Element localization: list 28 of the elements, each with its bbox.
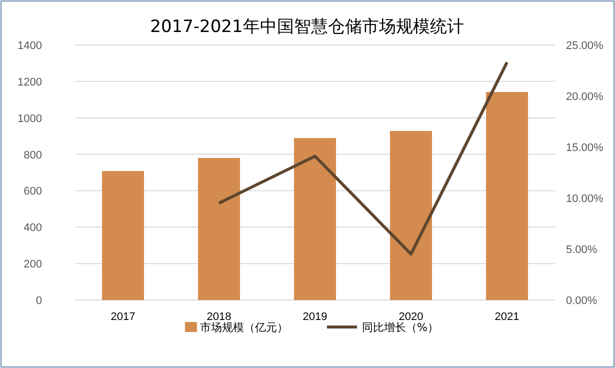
x-tick-label: 2017 bbox=[110, 311, 136, 323]
x-tick-label: 2018 bbox=[206, 311, 232, 323]
bar bbox=[102, 171, 144, 300]
y-tick-label: 1200 bbox=[18, 76, 42, 88]
bar bbox=[294, 138, 336, 300]
bar bbox=[486, 92, 528, 300]
bar bbox=[198, 158, 240, 300]
y2-tick-label: 10.00% bbox=[566, 193, 604, 205]
y-tick-label: 400 bbox=[24, 222, 42, 234]
y-tick-label: 1400 bbox=[18, 40, 42, 52]
chart-title: 2017-2021年中国智慧仓储市场规模统计 bbox=[150, 17, 464, 37]
y2-tick-label: 5.00% bbox=[566, 244, 598, 256]
y2-tick-label: 25.00% bbox=[566, 40, 604, 52]
y-tick-label: 600 bbox=[24, 186, 42, 198]
line-series bbox=[218, 60, 508, 256]
x-tick-label: 2019 bbox=[302, 311, 328, 323]
legend-label: 市场规模（亿元） bbox=[200, 321, 288, 334]
y-tick-label: 800 bbox=[24, 149, 42, 162]
y2-tick-label: 20.00% bbox=[566, 91, 604, 103]
y-tick-label: 200 bbox=[24, 258, 42, 271]
y-tick-label: 0 bbox=[36, 295, 42, 307]
x-tick-label: 2021 bbox=[494, 311, 520, 323]
bar bbox=[390, 130, 432, 300]
y-tick-label: 1000 bbox=[18, 112, 42, 125]
y2-tick-label: 15.00% bbox=[566, 142, 604, 154]
x-tick-label: 2020 bbox=[398, 311, 424, 323]
y2-tick-label: 0.00% bbox=[566, 295, 598, 307]
legend-label: 同比增长（%） bbox=[362, 321, 438, 334]
